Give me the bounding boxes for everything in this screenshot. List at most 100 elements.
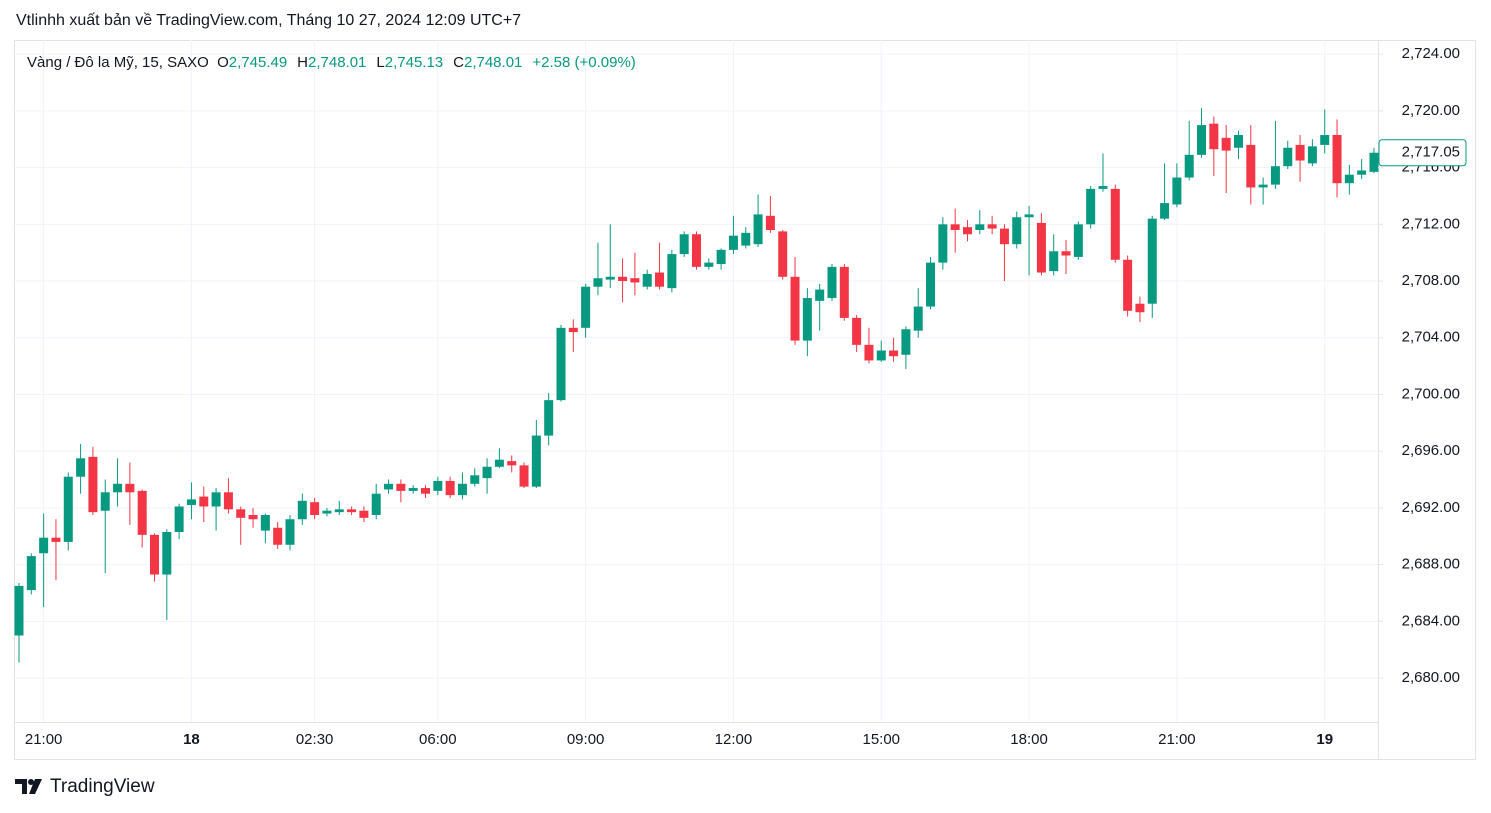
candle-body: [1332, 134, 1342, 184]
ohlc-legend: Vàng / Đô la Mỹ, 15, SAXO O2,745.49 H2,74…: [27, 54, 646, 71]
y-tick-label: 2,724.00: [1402, 45, 1460, 62]
candle-body: [125, 483, 135, 493]
candle-body: [655, 272, 665, 287]
candle-body: [26, 556, 36, 591]
candle-body: [975, 224, 985, 230]
candle-body: [51, 537, 61, 542]
y-tick-label: 2,692.00: [1402, 499, 1460, 516]
candle-body: [679, 234, 689, 255]
candle-body: [926, 262, 936, 307]
candle-body: [137, 490, 147, 535]
candle-body: [716, 249, 726, 265]
candle-body: [470, 475, 480, 484]
candle-body: [901, 329, 911, 355]
candle-body: [297, 500, 307, 520]
candle-body: [889, 350, 899, 357]
candle-body: [938, 224, 948, 263]
candle-body: [667, 254, 677, 289]
candle-body: [223, 492, 233, 510]
footer-brand: TradingView: [50, 776, 155, 797]
l-value: 2,745.13: [384, 54, 444, 71]
candle-body: [741, 232, 751, 246]
candle-body: [113, 483, 123, 493]
candle-body: [1221, 137, 1231, 151]
candle-body: [334, 509, 344, 513]
candle-body: [236, 509, 246, 518]
x-tick-label: 09:00: [567, 731, 605, 748]
x-tick-label: 21:00: [25, 731, 63, 748]
candle-body: [273, 527, 283, 545]
candle-body: [1283, 147, 1293, 167]
x-tick-label: 12:00: [715, 731, 753, 748]
candle-body: [691, 234, 701, 267]
y-tick-label: 2,712.00: [1402, 215, 1460, 232]
x-tick-label: 18:00: [1010, 731, 1048, 748]
publisher-line: Vtlinhh xuất bản về TradingView.com, Thá…: [16, 12, 522, 29]
symbol: Vàng / Đô la Mỹ, 15, SAXO: [27, 54, 209, 71]
candle-body: [1049, 251, 1059, 272]
candle-body: [827, 266, 837, 299]
h-value: 2,748.01: [308, 54, 367, 71]
candle-body: [1135, 303, 1145, 313]
candle-body: [248, 514, 258, 520]
candle-body: [1270, 166, 1280, 185]
candle-body: [1233, 134, 1243, 148]
candle-body: [568, 327, 578, 333]
candle-body: [581, 286, 591, 328]
last-price-box: [1378, 139, 1467, 167]
candle-body: [1147, 218, 1157, 304]
candle-body: [593, 278, 603, 287]
x-tick-label: 21:00: [1158, 731, 1196, 748]
candle-body: [494, 459, 504, 467]
candle-body: [618, 276, 628, 282]
y-tick-label: 2,704.00: [1402, 329, 1460, 346]
candle-body: [1344, 174, 1354, 184]
x-tick-label: 02:30: [296, 731, 334, 748]
candle-body: [384, 483, 394, 490]
candle-body: [260, 514, 270, 531]
candle-body: [1320, 134, 1330, 145]
candle-body: [1036, 222, 1046, 273]
candle-body: [1160, 203, 1170, 219]
candle-body: [457, 483, 467, 496]
candle-body: [88, 456, 98, 513]
candle-body: [1110, 188, 1120, 260]
y-tick-label: 2,696.00: [1402, 442, 1460, 459]
candle-body: [76, 458, 86, 477]
x-tick-label: 18: [183, 731, 200, 748]
y-tick-label: 2,684.00: [1402, 612, 1460, 629]
candle-body: [728, 235, 738, 250]
candle-body: [519, 465, 529, 487]
c-value: 2,748.01: [463, 54, 523, 71]
candle-body: [408, 488, 418, 491]
candle-body: [371, 493, 381, 515]
x-tick-label: 19: [1316, 731, 1333, 748]
x-tick-label: 06:00: [419, 731, 457, 748]
o-label: O: [217, 54, 229, 71]
candle-body: [1307, 146, 1317, 164]
y-tick-label: 2,680.00: [1402, 669, 1460, 686]
candle-body: [1012, 217, 1022, 245]
candle-body: [605, 276, 615, 280]
candle-body: [556, 327, 566, 401]
candle-body: [1086, 188, 1096, 225]
chart-frame: [14, 40, 1476, 760]
h-label: H: [297, 54, 309, 71]
candle-body: [1073, 224, 1083, 257]
candle-body: [852, 317, 862, 345]
candle-body: [790, 276, 800, 341]
o-value: 2,745.49: [228, 54, 288, 71]
candle-body: [186, 499, 196, 506]
candle-body: [1024, 214, 1034, 218]
candle-body: [14, 585, 24, 636]
candle-body: [839, 266, 849, 318]
candle-body: [445, 480, 455, 496]
last-price-label: 2,717.05: [1402, 144, 1460, 161]
candle-body: [347, 509, 357, 513]
candle-body: [482, 466, 492, 479]
candle-body: [1061, 251, 1071, 256]
candle-body: [1098, 186, 1108, 189]
candles: [14, 108, 1379, 663]
logo: [15, 779, 42, 794]
c-label: C: [453, 54, 464, 71]
